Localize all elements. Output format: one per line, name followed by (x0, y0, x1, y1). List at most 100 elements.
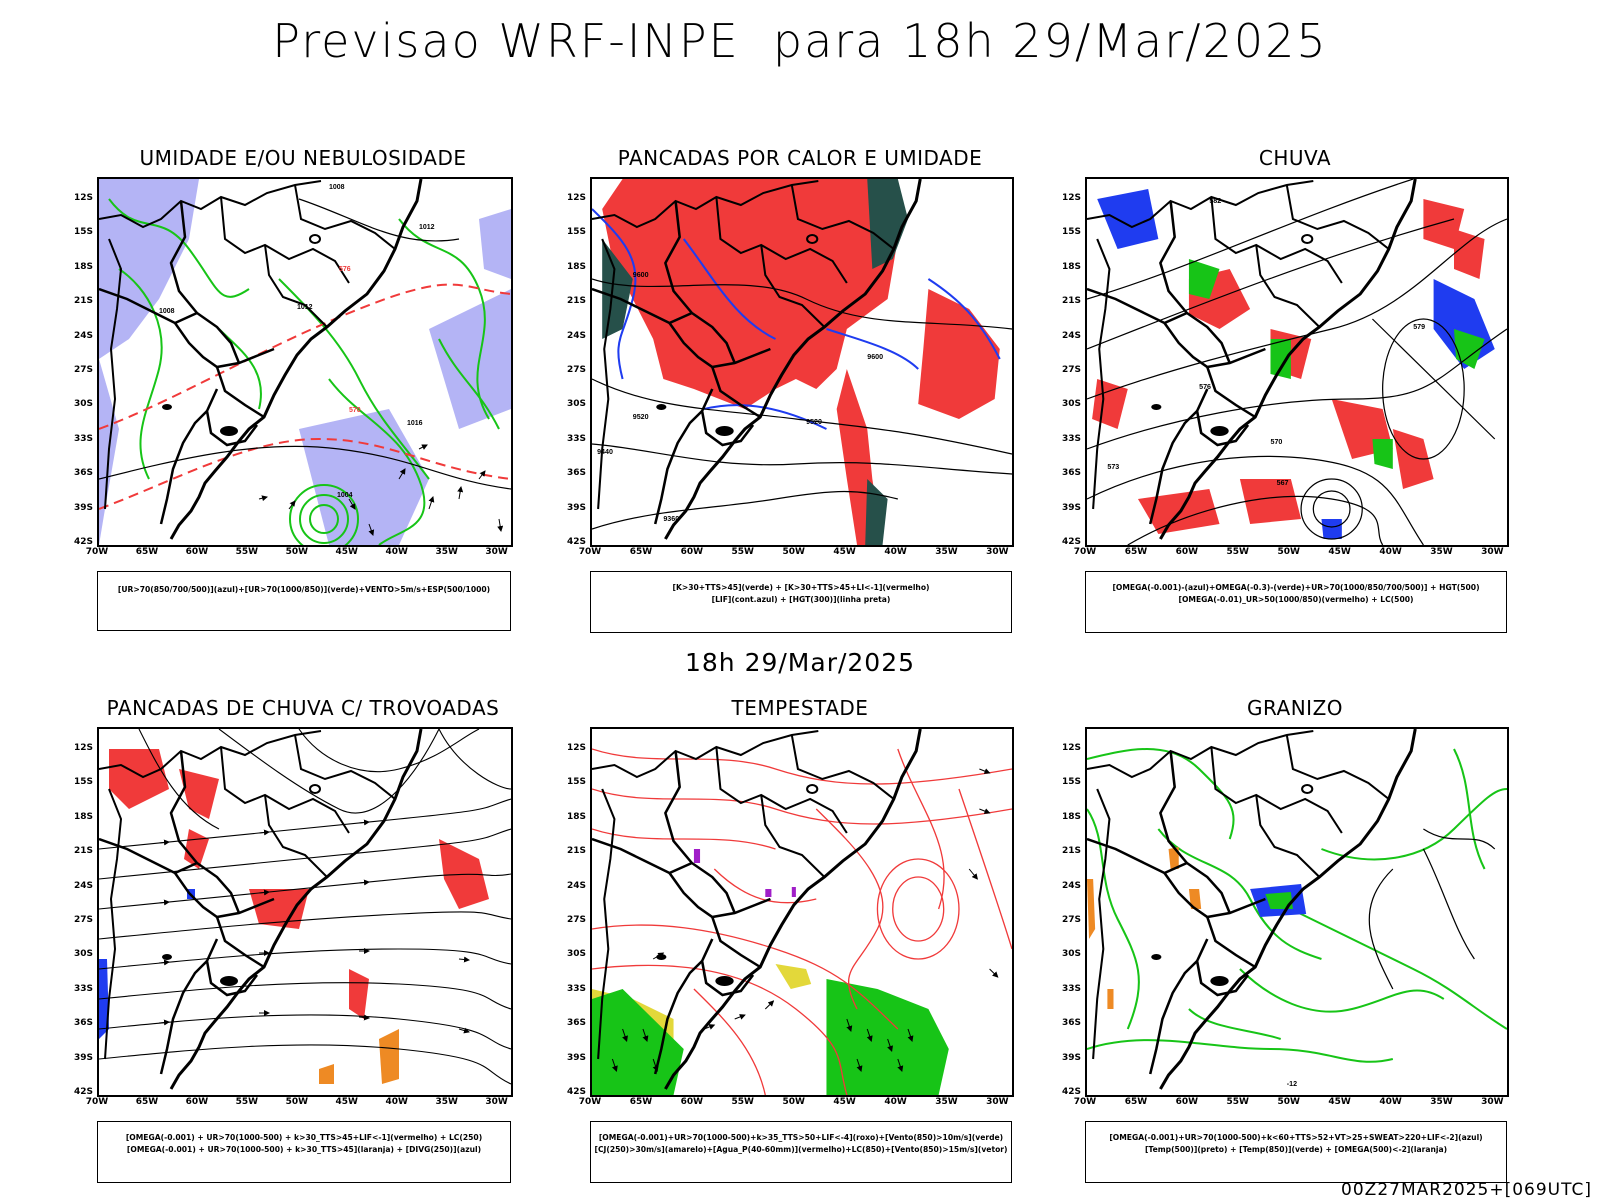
lon-tick-label: 60W (680, 547, 704, 557)
thickness-label: 576 (339, 266, 351, 273)
lat-tick-label: 21S (566, 846, 586, 857)
lon-tick-label: 35W (1430, 547, 1453, 557)
height-label: 570 (1270, 439, 1282, 446)
isotherm-label: -12 (1287, 1081, 1297, 1088)
lon-tick-label: 70W (1073, 1097, 1097, 1107)
lat-tick-label: 30S (1061, 949, 1081, 960)
isobar-label: 1004 (337, 492, 353, 499)
lat-tick-label: 33S (73, 433, 93, 444)
lon-tick-label: 40W (884, 1097, 907, 1107)
lon-tick-label: 30W (1481, 1097, 1504, 1107)
lat-tick-label: 18S (1061, 261, 1081, 272)
lat-tick-label: 24S (1061, 330, 1081, 341)
lat-tick-label: 39S (73, 502, 93, 513)
lat-tick-label: 27S (566, 365, 586, 375)
legend-line: [OMEGA(-0.001) + UR>70(1000-500) + k>30_… (126, 1145, 482, 1154)
height-label: 9440 (597, 449, 613, 456)
lat-tick-label: 21S (73, 846, 93, 857)
panel-1-title: UMIDADE E/OU NEBULOSIDADE (139, 146, 467, 170)
panel-5-map (590, 727, 1014, 1097)
lat-tick-label: 42S (566, 537, 586, 547)
lon-tick-label: 55W (235, 547, 259, 557)
lon-tick-label: 30W (485, 547, 508, 557)
lon-tick-label: 35W (1430, 1097, 1453, 1107)
lat-tick-label: 30S (566, 399, 586, 410)
lat-tick-label: 36S (1061, 468, 1081, 479)
lat-tick-label: 27S (1061, 365, 1081, 375)
lon-tick-label: 45W (335, 547, 358, 557)
lon-tick-label: 50W (1277, 547, 1300, 557)
legend-line: [OMEGA(-0.001)+UR>70(1000-500)+k<60+TTS>… (1109, 1133, 1483, 1142)
lon-tick-label: 40W (1379, 547, 1402, 557)
lat-tick-label: 39S (73, 1052, 93, 1063)
lat-tick-label: 33S (566, 983, 586, 994)
height-label: 567 (1277, 480, 1289, 487)
lat-tick-label: 15S (566, 777, 586, 788)
lon-tick-label: 55W (731, 547, 754, 557)
lon-tick-label: 55W (235, 1097, 259, 1107)
legend-line: [UR>70(850/700/500)](azul)+[UR>70(1000/8… (117, 585, 491, 594)
lon-tick-label: 50W (782, 547, 805, 557)
panel-5-legend: [OMEGA(-0.001)+UR>70(1000-500)+k>35_TTS>… (590, 1121, 1012, 1183)
lat-tick-label: 24S (566, 880, 586, 891)
panel-6-legend: [OMEGA(-0.001)+UR>70(1000-500)+k<60+TTS>… (1085, 1121, 1507, 1183)
main-title: Previsao WRF-INPE para 18h 29/Mar/2025 (272, 14, 1328, 68)
lon-tick-label: 55W (731, 1097, 754, 1107)
height-label: 9600 (633, 272, 649, 279)
lon-tick-label: 35W (935, 1097, 958, 1107)
panel-1-legend: [UR>70(850/700/500)](azul)+[UR>70(1000/8… (97, 571, 511, 631)
lon-tick-label: 45W (833, 547, 856, 557)
lat-tick-label: 39S (566, 1052, 586, 1063)
lon-tick-label: 65W (135, 1097, 159, 1107)
lat-tick-label: 27S (73, 915, 93, 925)
lon-tick-label: 50W (285, 547, 309, 557)
lon-tick-label: 60W (185, 547, 209, 557)
lat-tick-label: 15S (73, 777, 93, 788)
lat-tick-label: 27S (1061, 915, 1081, 925)
lon-tick-label: 65W (135, 547, 159, 557)
lon-tick-label: 45W (833, 1097, 856, 1107)
height-label: 9360 (663, 516, 679, 523)
lon-tick-label: 30W (986, 1097, 1009, 1107)
lat-tick-label: 18S (73, 811, 93, 822)
lon-tick-label: 65W (629, 547, 653, 557)
lon-tick-label: 50W (285, 1097, 309, 1107)
lat-tick-label: 12S (566, 743, 586, 753)
lon-tick-label: 70W (578, 1097, 602, 1107)
height-label: 9520 (633, 414, 649, 421)
lon-tick-label: 65W (1124, 1097, 1148, 1107)
lat-tick-label: 39S (566, 502, 586, 513)
height-label: 579 (1413, 324, 1425, 331)
lat-tick-label: 12S (1061, 743, 1081, 753)
lon-tick-label: 35W (435, 1097, 458, 1107)
panel-2-map: 9600 9520 9440 9360 9600 9520 (590, 177, 1014, 547)
panel-4-map (97, 727, 513, 1097)
lon-tick-label: 30W (1481, 547, 1504, 557)
isobar-label: 1012 (419, 224, 435, 231)
lon-tick-label: 65W (629, 1097, 653, 1107)
lat-tick-label: 36S (566, 1018, 586, 1029)
lat-tick-label: 30S (73, 949, 93, 960)
lat-tick-label: 21S (1061, 846, 1081, 857)
lon-tick-label: 40W (385, 1097, 408, 1107)
lat-tick-label: 12S (73, 193, 93, 203)
legend-line: [LIF](cont.azul) + [HGT(300)](linha pret… (711, 595, 891, 604)
legend-line: [Temp(500)](preto) + [Temp(850)](verde) … (1144, 1145, 1448, 1154)
lat-tick-label: 33S (1061, 433, 1081, 444)
lon-tick-label: 60W (680, 1097, 704, 1107)
lat-tick-label: 36S (566, 468, 586, 479)
lat-tick-label: 30S (1061, 399, 1081, 410)
lon-tick-label: 70W (1073, 547, 1097, 557)
isobar-label: 1016 (407, 420, 423, 427)
lat-tick-label: 15S (566, 227, 586, 238)
lon-tick-label: 30W (485, 1097, 508, 1107)
lon-tick-label: 60W (1175, 1097, 1199, 1107)
panel-5-title: TEMPESTADE (731, 696, 869, 720)
lat-tick-label: 15S (73, 227, 93, 238)
lon-tick-label: 35W (935, 547, 958, 557)
legend-line: [OMEGA(-0.01)_UR>50(1000/850)(vermelho) … (1178, 595, 1414, 604)
lat-tick-label: 18S (566, 811, 586, 822)
lat-tick-label: 21S (1061, 296, 1081, 307)
lon-tick-label: 50W (1277, 1097, 1300, 1107)
lat-tick-label: 42S (73, 537, 93, 547)
